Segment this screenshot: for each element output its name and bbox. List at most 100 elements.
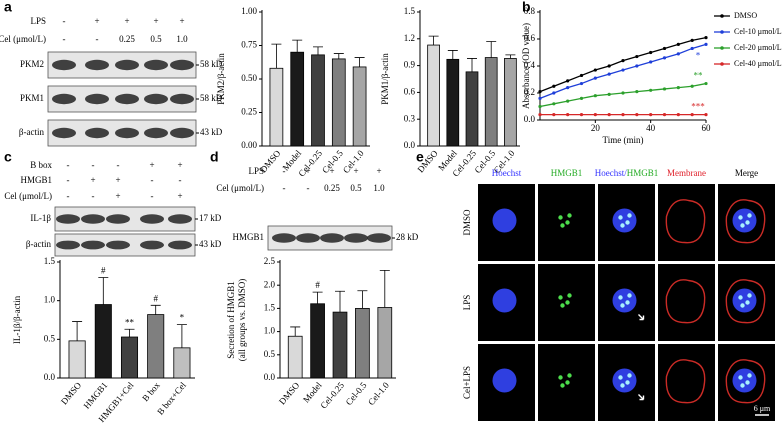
point <box>607 92 611 96</box>
point <box>690 46 694 51</box>
nucleus <box>492 368 517 393</box>
hmgb1-spot <box>618 375 623 380</box>
significance: *** <box>691 102 705 112</box>
treatment-label: B box <box>30 160 52 170</box>
arrow <box>638 314 645 321</box>
bar <box>355 307 370 379</box>
error-bar <box>333 53 344 59</box>
bar <box>446 58 460 147</box>
bar <box>352 66 367 147</box>
membrane <box>725 279 766 324</box>
membrane <box>665 359 706 404</box>
series-line <box>539 82 707 108</box>
band-size: 28 kD <box>396 232 419 242</box>
hmgb1-spot <box>745 300 750 305</box>
band-size: 43 kD <box>199 239 222 249</box>
treatment-value: - <box>67 175 70 185</box>
blot-band <box>115 59 139 71</box>
treatment-value: + <box>90 175 95 185</box>
treatment-value: 1.0 <box>176 34 188 44</box>
bar <box>332 311 348 379</box>
hmgb1-spot <box>627 213 632 218</box>
point <box>621 91 625 95</box>
point <box>593 76 597 80</box>
y-axis-label: PKM1/β-actin <box>380 53 390 105</box>
y-tick-label: 1.5 <box>44 256 56 266</box>
point <box>552 84 556 88</box>
treatment-value: 1.0 <box>373 183 385 193</box>
significance: # <box>153 293 158 303</box>
y-tick-label: 0.0 <box>264 372 276 382</box>
error-bar <box>98 277 109 305</box>
nucleus <box>492 288 517 313</box>
y-axis-label: PKM2/β-actin <box>216 53 226 105</box>
hmgb1-spot <box>560 383 565 388</box>
panel-label: d <box>210 149 219 165</box>
treatment-value: - <box>96 34 99 44</box>
error-bar <box>486 41 497 58</box>
treatment-label: Cel (μmol/L) <box>4 191 52 201</box>
hmgb1-spot <box>565 300 570 305</box>
x-tick-label: 20 <box>591 123 601 133</box>
hmgb1-spot <box>620 383 625 388</box>
hmgb1-spot <box>740 223 745 228</box>
blot-band <box>81 240 105 250</box>
band-size: 58 kD <box>200 59 223 69</box>
treatment-label: Cel (μmol/L) <box>0 34 46 44</box>
hmgb1-spot <box>738 295 743 300</box>
treatment-value: + <box>124 16 129 26</box>
bar <box>173 347 191 379</box>
y-tick-label: 1.5 <box>264 302 276 312</box>
band-label: β-actin <box>19 127 45 137</box>
band-size: 43 kD <box>200 127 223 137</box>
error-bar <box>313 46 323 55</box>
panel-label: c <box>4 149 12 165</box>
treatment-value: - <box>67 191 70 201</box>
arrow <box>638 394 645 401</box>
y-tick-label: 1.0 <box>264 326 276 336</box>
y-tick-label: 2.5 <box>264 256 276 266</box>
hmgb1-spot <box>745 380 750 385</box>
blot-band <box>85 93 109 105</box>
treatment-value: - <box>151 191 154 201</box>
bar <box>68 340 86 379</box>
scale-bar-label: 6 μm <box>754 404 771 413</box>
y-tick-label: 0.3 <box>404 113 416 123</box>
treatment-value: - <box>92 160 95 170</box>
hmgb1-spot <box>558 295 563 300</box>
hmgb1-spot <box>618 295 623 300</box>
point <box>538 96 542 100</box>
hmgb1-spot <box>747 373 752 378</box>
hmgb1-spot <box>747 293 752 298</box>
blot-band <box>344 233 368 243</box>
bar <box>465 71 479 147</box>
treatment-value: - <box>92 191 95 201</box>
x-tick-label: Cel-0.25 <box>318 380 346 411</box>
bar <box>311 54 325 147</box>
panel-label: a <box>4 0 12 15</box>
column-header-part: HMGB1 <box>627 168 659 178</box>
treatment-value: 0.5 <box>350 183 362 193</box>
x-tick-label: DMSO <box>277 380 302 407</box>
point <box>662 113 667 117</box>
bar <box>331 58 346 147</box>
point <box>538 90 542 94</box>
x-tick-label: Cel-0.5 <box>344 380 369 407</box>
treatment-value: + <box>149 160 154 170</box>
blot-band <box>170 93 194 105</box>
treatment-value: - <box>151 175 154 185</box>
band-size: 58 kD <box>200 93 223 103</box>
treatment-value: 0.25 <box>119 34 135 44</box>
x-tick-label: B box <box>140 380 162 403</box>
point <box>621 113 625 117</box>
blot-band <box>115 93 139 105</box>
nucleus <box>612 368 637 393</box>
point <box>676 86 680 90</box>
y-tick-label: 0.75 <box>241 40 257 50</box>
row-label: DMSO <box>462 209 472 236</box>
point <box>593 68 597 72</box>
error-bar <box>72 321 83 341</box>
point <box>704 81 708 86</box>
point <box>579 73 584 78</box>
treatment-value: - <box>283 166 286 176</box>
